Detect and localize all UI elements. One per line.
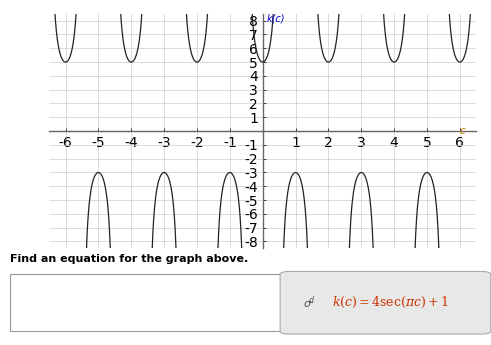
Text: k(c): k(c) [267,14,285,24]
Text: c: c [460,126,465,136]
FancyBboxPatch shape [280,272,491,334]
Text: $k(c) = 4\sec(\pi c) + 1$: $k(c) = 4\sec(\pi c) + 1$ [332,295,449,310]
Text: Find an equation for the graph above.: Find an equation for the graph above. [10,254,248,264]
FancyBboxPatch shape [10,274,285,331]
Text: $\sigma^{\!\!d}$: $\sigma^{\!\!d}$ [303,294,315,311]
